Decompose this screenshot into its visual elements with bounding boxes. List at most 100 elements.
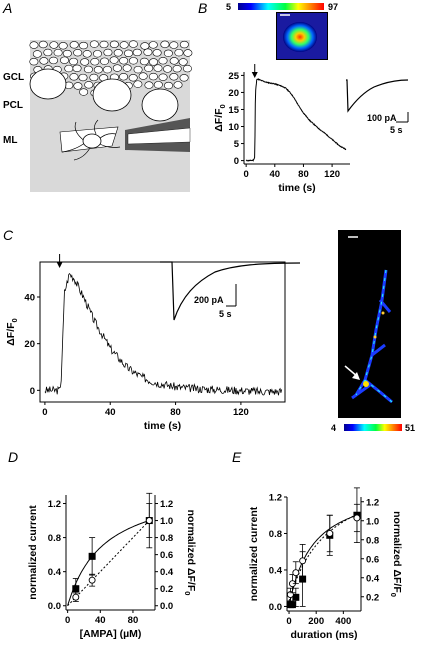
granule-cell — [144, 64, 154, 72]
y-tick-label-left: 0.4 — [48, 567, 62, 578]
granule-cell — [53, 48, 63, 57]
plot-frame — [39, 261, 286, 403]
scalebar-c-current-label: 200 pA — [194, 295, 224, 305]
granule-cell — [78, 73, 88, 82]
image-c-arrowhead — [352, 372, 360, 380]
granule-cell — [138, 72, 148, 80]
current-trace-c: 200 pA 5 s — [160, 261, 301, 321]
granule-cell — [49, 41, 59, 49]
data-point-current — [288, 601, 296, 609]
x-tick-label: 40 — [270, 169, 281, 180]
granule-cell — [32, 50, 42, 58]
data-point-dff — [353, 514, 361, 522]
data-point-dff — [88, 576, 96, 584]
x-tick-label: 200 — [308, 616, 324, 627]
granule-cell — [69, 41, 79, 49]
x-axis-label: time (s) — [144, 420, 181, 432]
granule-cell — [38, 40, 48, 49]
granule-cell — [119, 57, 129, 65]
panel-label-e: E — [232, 449, 242, 465]
data-point-current — [72, 585, 80, 593]
x-tick-label: 0 — [286, 616, 291, 627]
current-trace-b: 100 pA 5 s — [346, 79, 409, 135]
granule-cell — [119, 41, 129, 49]
granule-cell — [69, 57, 79, 66]
granule-cell — [172, 65, 182, 73]
chart-c: 0 40 80 120 0 20 40 time (s) ΔF/F0 — [5, 254, 286, 432]
y-tick-label-right: 1.0 — [366, 516, 379, 527]
granule-cell — [169, 57, 179, 65]
fit-curve-current — [67, 520, 150, 606]
granule-cell — [163, 49, 173, 57]
fit-curve-dff — [67, 520, 150, 607]
stim-pipette-tip — [127, 127, 191, 145]
granule-cell — [82, 50, 92, 58]
granule-cell — [169, 41, 179, 49]
data-point-dff — [145, 517, 153, 525]
y-tick-label-right: 0.8 — [160, 533, 173, 544]
fit-curve-current — [288, 514, 358, 607]
scalebar-c-time-label: 5 s — [219, 309, 232, 319]
panel-label-a: A — [2, 0, 12, 16]
x-tick-label: 40 — [105, 407, 116, 418]
fluorescence-image-c — [338, 230, 401, 418]
granule-cell — [99, 40, 109, 49]
schematic-a: GCL PCL ML — [3, 40, 193, 192]
x-axis-label: [AMPA] (µM) — [80, 628, 142, 640]
granule-cell — [72, 64, 82, 73]
y-axis-label: ΔF/F0 — [5, 318, 19, 345]
granule-cell — [92, 50, 102, 58]
chart-d: 0 40 80 0.0 0.4 0.8 1.2 0.0 0.2 0.4 0.6 0.8 1.0 1.2 [A… — [27, 492, 197, 640]
granule-cell — [122, 64, 132, 72]
granule-cell — [89, 40, 99, 48]
granule-cell — [79, 88, 89, 96]
granule-cell — [112, 64, 122, 72]
granule-cell — [58, 42, 68, 50]
data-point-dff — [72, 593, 80, 601]
granule-cell — [84, 81, 94, 89]
granule-cell — [89, 73, 99, 82]
granule-cell — [163, 65, 173, 73]
y-tick-label-left: 0.0 — [269, 602, 282, 613]
granule-cell — [183, 49, 193, 57]
scalebar-b-current-label: 100 pA — [367, 113, 397, 123]
data-point-current — [299, 575, 307, 583]
y-tick-label-left: 0.4 — [269, 565, 283, 576]
svg-text:ΔF/F0: ΔF/F0 — [213, 104, 227, 131]
colorbar-b — [238, 3, 324, 10]
granule-cell — [103, 48, 113, 57]
granule-cell — [148, 72, 158, 81]
layer-label-pcl: PCL — [3, 100, 23, 111]
y-tick-label-right: 1.0 — [160, 516, 173, 527]
y-axis-label: ΔF/F0 — [213, 104, 227, 131]
granule-cell — [29, 41, 39, 49]
granule-cell — [29, 57, 39, 66]
y-tick-label-right: 0.6 — [366, 554, 379, 565]
stim-arrowhead — [56, 262, 63, 268]
granule-cell — [93, 66, 103, 74]
y-tick-label-right: 0.2 — [160, 584, 173, 595]
scalebar-b-time-label: 5 s — [390, 125, 403, 135]
granule-cell — [119, 73, 129, 81]
colorbar-c-min: 4 — [331, 423, 336, 433]
granule-cell — [64, 64, 74, 73]
y-tick-label: 15 — [228, 105, 239, 116]
stim-arrowhead — [251, 72, 258, 78]
granule-cell — [140, 42, 150, 50]
colorbar-b-min: 5 — [226, 2, 231, 12]
svg-text:normalized ΔF/F0: normalized ΔF/F0 — [389, 511, 403, 597]
data-point-dff — [299, 557, 307, 565]
granule-cell — [102, 65, 112, 74]
granule-cell — [179, 74, 189, 82]
chart-e: 0 200 400 0.0 0.4 0.8 1.2 0.2 0.4 0.6 0.8 1.0 1.2 dur… — [248, 487, 403, 641]
y-tick-label-left: 1.2 — [48, 499, 61, 510]
layer-label-gcl: GCL — [3, 72, 24, 83]
chart-b: 0 40 80 120 0 5 10 15 20 25 time (s) ΔF/F0 — [213, 64, 350, 194]
granule-cell — [43, 48, 53, 57]
trace-line — [44, 272, 283, 396]
granule-cell — [158, 73, 168, 81]
panel-label-c: C — [3, 227, 14, 243]
purkinje-cells — [29, 68, 179, 122]
granule-cell — [143, 48, 153, 56]
